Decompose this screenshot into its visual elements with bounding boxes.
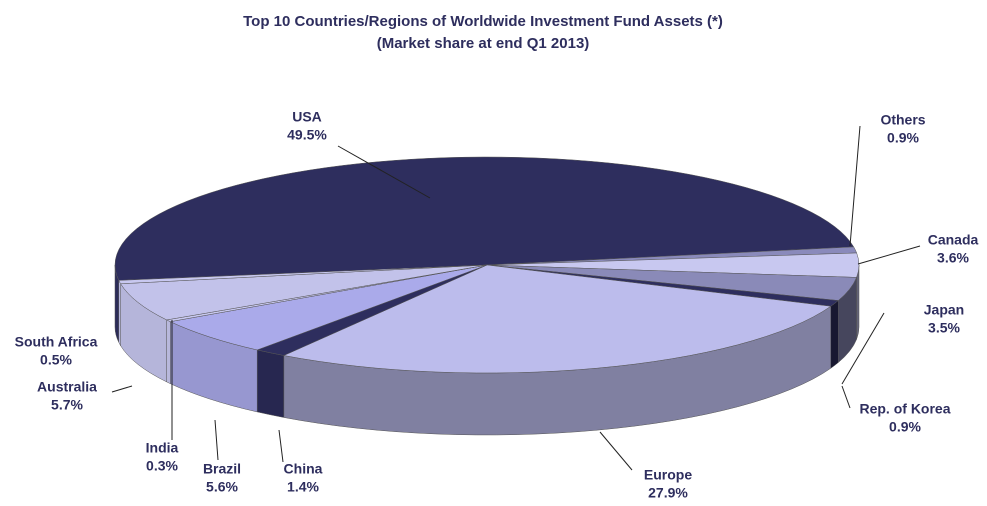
slice-label: Canada bbox=[928, 232, 979, 248]
value-label: 1.4% bbox=[287, 479, 319, 495]
slice-side bbox=[830, 300, 839, 369]
slice bbox=[118, 264, 488, 285]
value-label: 0.3% bbox=[146, 458, 178, 474]
value-label: 0.5% bbox=[40, 352, 72, 368]
value-label: 5.6% bbox=[206, 479, 238, 495]
slice-label: Europe bbox=[644, 467, 692, 483]
leader-line bbox=[841, 385, 851, 409]
leader-line bbox=[111, 385, 133, 393]
slice-label: USA bbox=[292, 109, 322, 125]
slice bbox=[283, 264, 832, 374]
leader-line bbox=[214, 419, 219, 461]
slice-label: Others bbox=[880, 112, 925, 128]
chart-title: Top 10 Countries/Regions of Worldwide In… bbox=[243, 13, 723, 30]
value-label: 5.7% bbox=[51, 397, 83, 413]
slice-label: Brazil bbox=[203, 461, 241, 477]
leader-line bbox=[857, 245, 921, 265]
slice-side bbox=[118, 280, 121, 347]
slice-label: India bbox=[146, 440, 179, 456]
leader-line bbox=[278, 429, 284, 463]
value-label: 0.9% bbox=[887, 130, 919, 146]
slice-side bbox=[166, 319, 171, 385]
value-label: 3.5% bbox=[928, 320, 960, 336]
value-label: 3.6% bbox=[937, 250, 969, 266]
leader-line bbox=[841, 312, 885, 385]
value-label: 0.9% bbox=[889, 419, 921, 435]
slice bbox=[120, 264, 488, 321]
slice-label: China bbox=[284, 461, 323, 477]
leader-line bbox=[337, 145, 431, 199]
leader-line bbox=[599, 431, 633, 471]
value-label: 27.9% bbox=[648, 485, 688, 501]
slice-side bbox=[256, 349, 285, 418]
value-label: 49.5% bbox=[287, 127, 327, 143]
slice-label: Australia bbox=[37, 379, 97, 395]
slice-label: South Africa bbox=[15, 334, 98, 350]
slice-label: Japan bbox=[924, 302, 964, 318]
leader-line bbox=[849, 125, 861, 247]
slice-label: Rep. of Korea bbox=[859, 401, 950, 417]
slice bbox=[114, 156, 855, 281]
chart-subtitle: (Market share at end Q1 2013) bbox=[377, 35, 590, 52]
